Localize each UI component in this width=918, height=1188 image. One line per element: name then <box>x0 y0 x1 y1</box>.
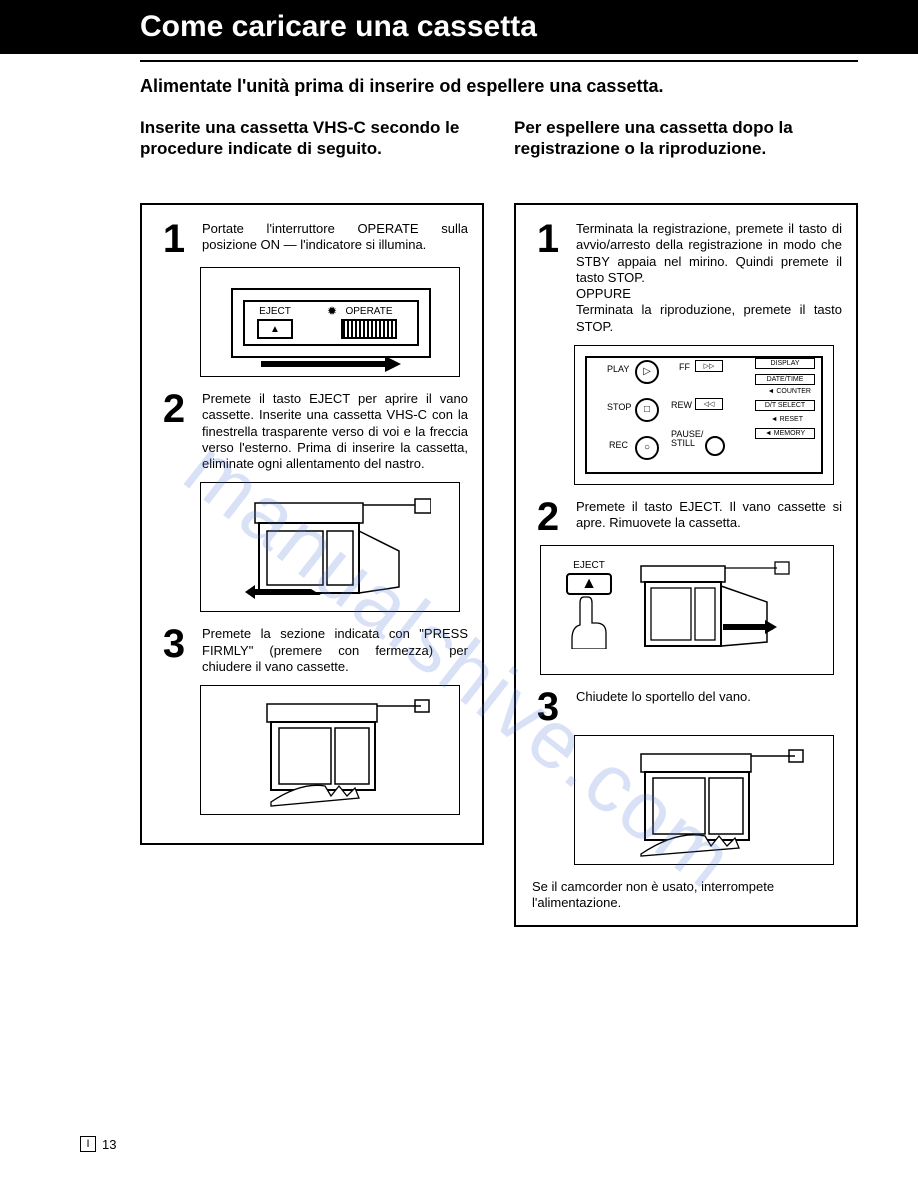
left-procedure-box: 1 Portate l'interruttore OPERATE sulla p… <box>140 203 484 845</box>
display-btn: DISPLAY <box>755 358 815 369</box>
right-step-2: 2 Premete il tasto EJECT. Il vano casset… <box>530 499 842 535</box>
right-header: Per espellere una cassetta dopo la regis… <box>514 117 858 189</box>
play-symbol-icon: ▷ <box>643 366 651 377</box>
right-illus-1: PLAY ▷ FF ▷▷ STOP □ REW ◁◁ REC ○ PAUSE/ … <box>574 345 834 485</box>
left-header: Inserite una cassetta VHS-C secondo le p… <box>140 117 484 189</box>
subtitle: Alimentate l'unità prima di inserire od … <box>140 76 858 97</box>
left-step-2: 2 Premete il tasto EJECT per aprire il v… <box>156 391 468 472</box>
panel-inner: EJECT ▲ ✹ OPERATE <box>243 300 419 346</box>
footer-note: Se il camcorder non è usato, interrompet… <box>532 879 842 912</box>
page-num-text: 13 <box>102 1137 116 1152</box>
right-illus-2: EJECT ▲ <box>540 545 834 675</box>
playback-panel: PLAY ▷ FF ▷▷ STOP □ REW ◁◁ REC ○ PAUSE/ … <box>585 356 823 474</box>
camcorder-hand-icon <box>605 748 805 858</box>
left-illus-3 <box>200 685 460 815</box>
step-number: 2 <box>156 391 192 472</box>
step-text: Terminata la registrazione, premete il t… <box>576 221 842 335</box>
right-step-1: 1 Terminata la registrazione, premete il… <box>530 221 842 335</box>
camcorder-hand-icon <box>231 698 431 808</box>
ff-symbol-icon: ▷▷ <box>704 363 715 370</box>
columns: Inserite una cassetta VHS-C secondo le p… <box>140 117 858 927</box>
step-number: 3 <box>156 626 192 675</box>
step-text: Premete il tasto EJECT per aprire il van… <box>202 391 468 472</box>
indicator-light-icon: ✹ <box>327 304 337 318</box>
divider <box>140 60 858 62</box>
left-illus-1: EJECT ▲ ✹ OPERATE <box>200 267 460 377</box>
datetime-btn: DATE/TIME <box>755 374 815 385</box>
ff-button-icon: ▷▷ <box>695 360 723 372</box>
eject-label: EJECT <box>259 306 291 317</box>
memory-btn: ◄ MEMORY <box>755 428 815 439</box>
right-step-3: 3 Chiudete lo sportello del vano. <box>530 689 842 725</box>
play-label: PLAY <box>607 364 629 374</box>
rew-label: REW <box>671 400 692 410</box>
operate-switch-icon <box>341 319 397 339</box>
operate-label: OPERATE <box>345 306 392 317</box>
left-step-3: 3 Premete la sezione indicata con "PRESS… <box>156 626 468 675</box>
stop-symbol-icon: □ <box>644 404 650 415</box>
right-procedure-box: 1 Terminata la registrazione, premete il… <box>514 203 858 927</box>
right-column: Per espellere una cassetta dopo la regis… <box>514 117 858 927</box>
left-column: Inserite una cassetta VHS-C secondo le p… <box>140 117 484 927</box>
dtselect-btn: D/T SELECT <box>755 400 815 411</box>
left-step-1: 1 Portate l'interruttore OPERATE sulla p… <box>156 221 468 257</box>
rec-button-icon: ○ <box>635 436 659 460</box>
rec-label: REC <box>609 440 628 450</box>
operate-group: OPERATE <box>341 306 397 339</box>
reset-label: ◄ RESET <box>771 416 803 423</box>
finger-eject-group: EJECT ▲ <box>551 560 627 660</box>
page-lang-box: I <box>80 1136 96 1152</box>
left-illus-2 <box>200 482 460 612</box>
step-number: 1 <box>530 221 566 335</box>
step-text: Portate l'interruttore OPERATE sulla pos… <box>202 221 468 257</box>
step-text: Premete il tasto EJECT. Il vano cassette… <box>576 499 842 535</box>
step-number: 1 <box>156 221 192 257</box>
page-number: I 13 <box>80 1136 116 1152</box>
stop-label: STOP <box>607 402 631 412</box>
pause-button-icon <box>705 436 725 456</box>
ff-label: FF <box>679 362 690 372</box>
eject-symbol-icon: ▲ <box>581 575 597 593</box>
step-text: Premete la sezione indicata con "PRESS F… <box>202 626 468 675</box>
camcorder-open-icon <box>637 554 791 670</box>
finger-icon <box>566 595 612 649</box>
play-button-icon: ▷ <box>635 360 659 384</box>
eject-button-icon: ▲ <box>257 319 293 339</box>
eject-group: EJECT ▲ <box>257 306 293 339</box>
step-number: 2 <box>530 499 566 535</box>
arrow-right-icon <box>261 358 401 370</box>
counter-label: ◄ COUNTER <box>768 388 812 395</box>
step-text: Chiudete lo sportello del vano. <box>576 689 842 725</box>
eject-symbol-icon: ▲ <box>270 324 280 335</box>
rec-symbol-icon: ○ <box>644 442 650 453</box>
right-illus-3 <box>574 735 834 865</box>
step-number: 3 <box>530 689 566 725</box>
rew-button-icon: ◁◁ <box>695 398 723 410</box>
pause-label: PAUSE/ STILL <box>671 430 703 448</box>
eject-label: EJECT <box>551 560 627 571</box>
camcorder-icon <box>231 495 431 605</box>
eject-button-icon: ▲ <box>566 573 612 595</box>
rew-symbol-icon: ◁◁ <box>704 401 715 408</box>
stop-button-icon: □ <box>635 398 659 422</box>
operate-panel: EJECT ▲ ✹ OPERATE <box>231 288 431 358</box>
page-title: Come caricare una cassetta <box>0 0 918 54</box>
